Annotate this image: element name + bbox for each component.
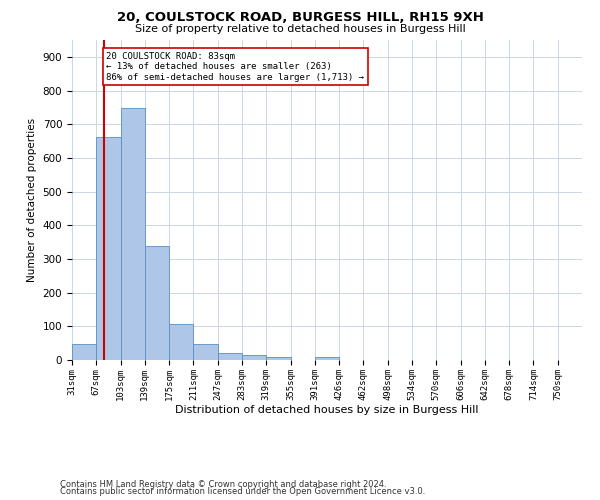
Text: Contains public sector information licensed under the Open Government Licence v3: Contains public sector information licen… [60, 487, 425, 496]
Text: 20, COULSTOCK ROAD, BURGESS HILL, RH15 9XH: 20, COULSTOCK ROAD, BURGESS HILL, RH15 9… [116, 11, 484, 24]
Bar [315, 358, 339, 360]
Text: Size of property relative to detached houses in Burgess Hill: Size of property relative to detached ho… [134, 24, 466, 34]
Bar [218, 352, 242, 360]
X-axis label: Distribution of detached houses by size in Burgess Hill: Distribution of detached houses by size … [175, 406, 479, 415]
Bar [145, 246, 169, 360]
Bar [169, 324, 193, 360]
Y-axis label: Number of detached properties: Number of detached properties [27, 118, 37, 282]
Bar [121, 108, 145, 360]
Text: Contains HM Land Registry data © Crown copyright and database right 2024.: Contains HM Land Registry data © Crown c… [60, 480, 386, 489]
Bar [242, 356, 266, 360]
Bar [96, 137, 121, 360]
Bar [266, 356, 290, 360]
Text: 20 COULSTOCK ROAD: 83sqm
← 13% of detached houses are smaller (263)
86% of semi-: 20 COULSTOCK ROAD: 83sqm ← 13% of detach… [106, 52, 364, 82]
Bar [193, 344, 218, 360]
Bar [72, 344, 96, 360]
